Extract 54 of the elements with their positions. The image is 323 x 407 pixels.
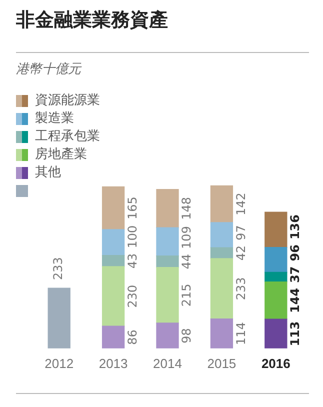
legend-label: 房地產業 — [35, 146, 87, 164]
data-label: 136 — [288, 214, 302, 240]
x-tick-label: 2013 — [98, 356, 128, 371]
data-label: 113 — [288, 321, 302, 346]
data-label: 98 — [180, 328, 194, 344]
data-label: 109 — [180, 226, 194, 249]
data-label: 100 — [125, 225, 140, 248]
legend-label: 其他 — [35, 164, 61, 182]
chart-title: 非金融業業務資產 — [16, 8, 168, 33]
data-label: 233 — [234, 277, 248, 300]
data-label: 144 — [288, 288, 302, 313]
legend-label: 製造業 — [35, 110, 74, 128]
bar — [210, 258, 234, 320]
bar — [102, 229, 125, 256]
bar — [264, 247, 288, 273]
data-label: 42 — [234, 245, 248, 261]
x-tick-label: 2014 — [153, 356, 182, 371]
bar — [210, 247, 234, 259]
x-tick-label: 2012 — [44, 356, 74, 371]
legend-label: 資源能源業 — [35, 92, 100, 110]
legend-label: 工程承包業 — [35, 128, 100, 146]
bar — [210, 185, 234, 223]
bar — [156, 322, 179, 348]
data-label: 43 — [125, 253, 140, 269]
bar — [156, 227, 179, 256]
data-label: 44 — [180, 254, 194, 270]
data-label: 233 — [51, 257, 66, 280]
bar — [210, 318, 234, 348]
data-label: 97 — [234, 225, 248, 240]
data-label: 96 — [288, 244, 302, 262]
data-label: 148 — [180, 197, 194, 220]
bar — [156, 188, 179, 228]
bar — [102, 326, 125, 348]
bar — [264, 281, 288, 320]
bar — [210, 222, 234, 248]
bar — [264, 318, 288, 348]
data-label: 230 — [125, 284, 140, 308]
bar — [156, 256, 179, 268]
data-label: 142 — [234, 192, 248, 216]
bar — [156, 266, 179, 324]
bar — [102, 186, 125, 230]
bar — [264, 212, 288, 248]
bar — [102, 255, 125, 267]
bar — [48, 288, 70, 348]
data-label: 165 — [125, 196, 140, 220]
x-tick-label: 2016 — [261, 356, 290, 371]
data-label: 114 — [234, 322, 248, 346]
bar — [102, 266, 125, 326]
bar — [264, 272, 288, 282]
data-label: 215 — [180, 284, 194, 307]
data-label: 37 — [288, 266, 302, 283]
x-tick-label: 2015 — [207, 356, 236, 371]
chart-subtitle: 港幣十億元 — [16, 61, 81, 78]
data-label: 86 — [125, 330, 140, 345]
